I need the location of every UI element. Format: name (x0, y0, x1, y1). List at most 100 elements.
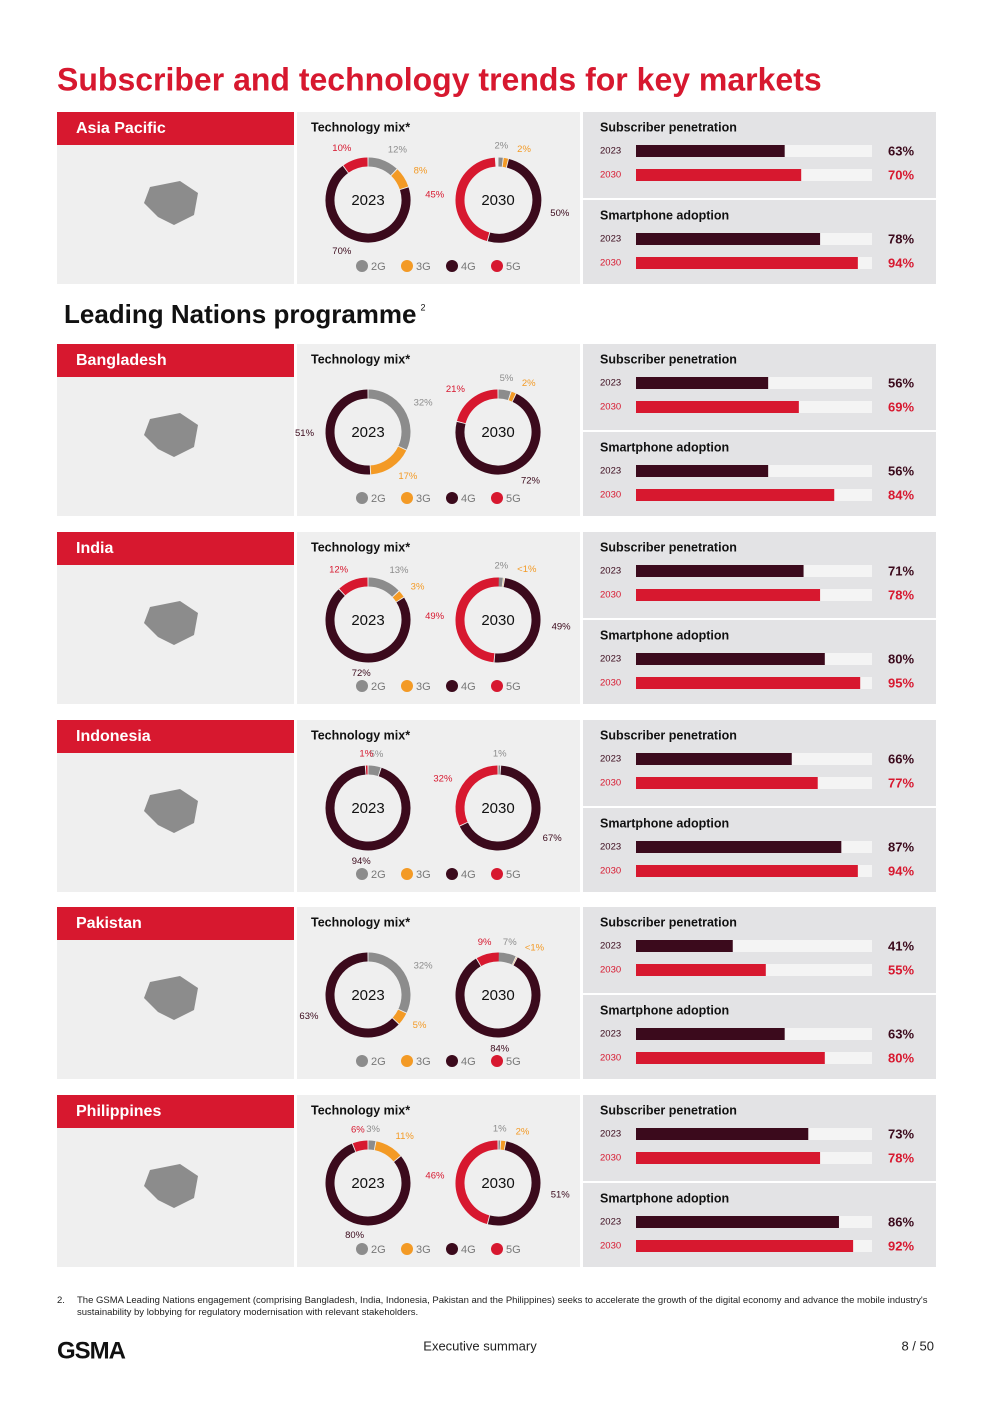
donut-segment (455, 765, 498, 826)
donut-value-label: 49% (552, 621, 572, 632)
bar-year: 2023 (600, 1129, 621, 1140)
donut-year: 2030 (481, 612, 514, 629)
bar-year: 2023 (600, 566, 621, 577)
bar-year: 2023 (600, 1217, 621, 1228)
legend-label: 4G (461, 1056, 476, 1068)
bar (636, 865, 858, 877)
legend-label: 5G (506, 261, 521, 273)
donut-year: 2023 (351, 192, 384, 209)
legend-label: 2G (371, 261, 386, 273)
bar-year: 2030 (600, 590, 621, 601)
donut-year: 2023 (351, 424, 384, 441)
bar (636, 1128, 809, 1140)
donut-segment (325, 952, 399, 1038)
donut-year: 2023 (351, 987, 384, 1004)
bar-group-title: Smartphone adoption (600, 816, 729, 830)
bar-value-label: 78% (888, 1150, 914, 1165)
page-number: 8 / 50 (901, 1338, 934, 1353)
legend-swatch (491, 1055, 503, 1067)
bar-value-label: 63% (888, 1026, 914, 1041)
bar-group-title: Smartphone adoption (600, 628, 729, 642)
bar-value-label: 80% (888, 1050, 914, 1065)
donut-segment (325, 1143, 411, 1226)
footnote-text: The GSMA Leading Nations engagement (com… (77, 1295, 928, 1318)
legend-swatch (491, 868, 503, 880)
donut-value-label: <1% (517, 564, 537, 575)
donut-segment (370, 446, 407, 475)
legend-label: 4G (461, 1244, 476, 1256)
bar-year: 2023 (600, 378, 621, 389)
donut-value-label: 51% (295, 428, 315, 439)
bar-value-label: 80% (888, 651, 914, 666)
legend-swatch (446, 680, 458, 692)
region-map (144, 1164, 198, 1208)
donut-segment (391, 169, 409, 190)
donut-value-label: 67% (543, 833, 563, 844)
legend-swatch (446, 1243, 458, 1255)
legend-label: 3G (416, 493, 431, 505)
bar-value-label: 66% (888, 751, 914, 766)
bar-value-label: 69% (888, 399, 914, 414)
donut-segment (455, 393, 541, 475)
bar-group-title: Subscriber penetration (600, 1103, 737, 1117)
region-name: Pakistan (76, 915, 142, 932)
region-map (144, 976, 198, 1020)
legend-label: 5G (506, 1056, 521, 1068)
legend-label: 3G (416, 1056, 431, 1068)
donut-segment (325, 389, 371, 475)
donut-segment (325, 765, 411, 851)
bar-value-label: 78% (888, 587, 914, 602)
bar (636, 1052, 825, 1064)
bar-group-title: Smartphone adoption (600, 208, 729, 222)
bar-value-label: 94% (888, 863, 914, 878)
legend-label: 4G (461, 493, 476, 505)
footnote: 2. The GSMA Leading Nations engagement (… (57, 1295, 937, 1319)
donut-value-label: 2% (517, 144, 531, 155)
bar (636, 841, 842, 853)
bar (636, 589, 821, 601)
donut-value-label: 12% (329, 564, 349, 575)
section-title: Leading Nations programme (64, 299, 417, 329)
legend-label: 3G (416, 1244, 431, 1256)
donut-value-label: 84% (490, 1043, 510, 1054)
region-header (57, 720, 294, 753)
donut-value-label: 2% (495, 561, 509, 572)
legend-label: 2G (371, 493, 386, 505)
donut-value-label: 2% (522, 378, 536, 389)
donut-value-label: 70% (332, 246, 352, 257)
bar-value-label: 86% (888, 1214, 914, 1229)
bar (636, 401, 799, 413)
footer-section: Executive summary (423, 1338, 537, 1353)
bar (636, 233, 821, 245)
bar-value-label: 92% (888, 1238, 914, 1253)
donut-value-label: 32% (414, 398, 434, 409)
donut-value-label: 94% (352, 856, 372, 867)
legend-swatch (401, 868, 413, 880)
region-name: Indonesia (76, 728, 151, 745)
legend-swatch (401, 680, 413, 692)
bar-year: 2030 (600, 490, 621, 501)
region-header (57, 112, 294, 145)
donut-value-label: 8% (414, 166, 428, 177)
donut-year: 2030 (481, 800, 514, 817)
legend-swatch (446, 868, 458, 880)
donut-segment (368, 389, 411, 450)
region-header (57, 344, 294, 377)
donut-value-label: 21% (446, 384, 466, 395)
bar-group-title: Subscriber penetration (600, 540, 737, 554)
donut-segment (508, 391, 516, 402)
bar (636, 257, 858, 269)
donut-value-label: 72% (352, 668, 372, 679)
legend-label: 4G (461, 681, 476, 693)
bar-year: 2023 (600, 234, 621, 245)
legend-swatch (401, 1055, 413, 1067)
legend-swatch (356, 260, 368, 272)
donut-segment (368, 952, 411, 1013)
donut-segment (368, 157, 397, 176)
legend-swatch (356, 1243, 368, 1255)
donut-segment (392, 591, 404, 602)
legend-label: 3G (416, 261, 431, 273)
legend-swatch (356, 868, 368, 880)
legend-swatch (446, 492, 458, 504)
donut-value-label: 51% (551, 1189, 571, 1200)
